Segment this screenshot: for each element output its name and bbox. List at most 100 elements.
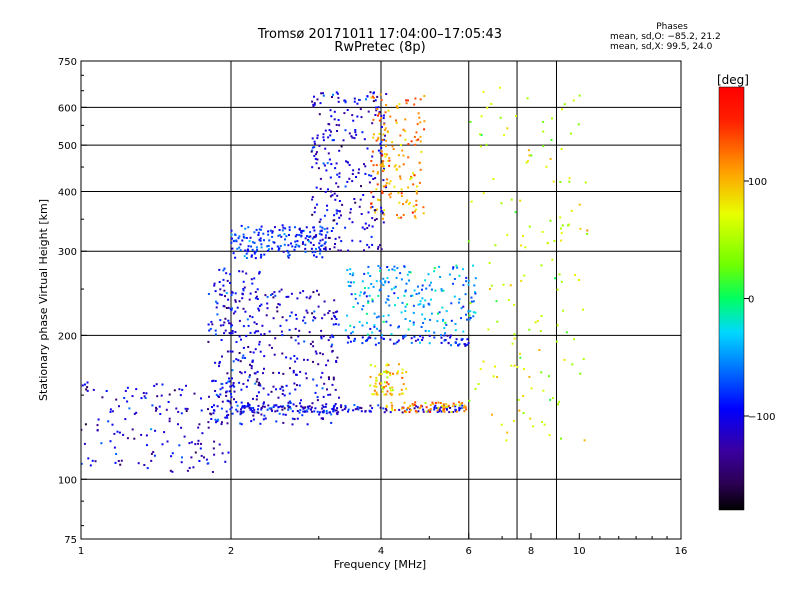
data-point xyxy=(540,371,543,374)
data-point xyxy=(263,239,265,242)
data-point xyxy=(372,164,375,167)
data-point xyxy=(222,269,225,272)
data-point xyxy=(392,148,395,151)
data-point xyxy=(87,457,90,460)
data-point xyxy=(242,280,245,283)
data-point xyxy=(461,402,464,404)
data-point xyxy=(280,330,283,333)
data-point xyxy=(205,458,208,461)
data-point xyxy=(570,209,573,212)
data-point xyxy=(244,371,247,374)
data-point xyxy=(332,376,335,379)
data-point xyxy=(313,235,316,238)
data-point xyxy=(186,469,189,472)
data-point xyxy=(246,250,249,253)
data-point xyxy=(333,405,335,408)
data-point xyxy=(490,284,493,287)
data-point xyxy=(274,410,277,413)
data-point xyxy=(518,409,521,412)
data-point xyxy=(235,401,238,404)
data-point xyxy=(442,410,445,413)
data-point xyxy=(224,295,226,298)
data-point xyxy=(374,211,377,214)
data-point xyxy=(96,424,99,427)
data-point xyxy=(346,109,349,111)
data-point xyxy=(214,329,217,332)
data-point xyxy=(579,227,582,230)
data-point xyxy=(346,341,349,344)
data-point xyxy=(236,410,239,413)
data-point xyxy=(311,213,314,216)
data-point xyxy=(165,408,168,411)
data-point xyxy=(290,311,293,314)
data-point xyxy=(319,352,322,355)
data-point xyxy=(513,303,516,306)
data-point xyxy=(322,411,325,414)
data-point xyxy=(472,264,474,267)
data-point xyxy=(414,401,417,404)
data-point xyxy=(500,423,503,426)
data-point xyxy=(267,230,270,233)
data-point xyxy=(330,345,333,348)
data-point xyxy=(287,295,290,298)
data-point xyxy=(376,108,379,110)
data-point xyxy=(330,317,333,320)
data-point xyxy=(244,249,247,252)
data-point xyxy=(405,99,408,102)
data-point xyxy=(302,290,305,293)
data-point xyxy=(315,234,318,237)
data-point xyxy=(427,330,430,333)
data-point xyxy=(297,342,300,345)
data-point xyxy=(323,228,326,231)
data-point xyxy=(305,409,308,412)
data-point xyxy=(320,244,323,247)
data-point xyxy=(398,165,401,168)
data-point xyxy=(452,267,454,270)
data-point xyxy=(347,408,350,411)
data-point xyxy=(230,395,233,398)
data-point xyxy=(329,195,332,198)
data-point xyxy=(482,192,485,195)
data-point xyxy=(338,175,341,178)
data-point xyxy=(340,404,343,407)
data-point xyxy=(391,404,394,407)
data-point xyxy=(396,372,399,375)
data-point xyxy=(385,364,388,367)
data-point xyxy=(238,335,241,338)
data-point xyxy=(111,410,114,413)
data-point xyxy=(393,265,396,268)
data-point xyxy=(181,388,184,391)
data-point xyxy=(361,226,364,229)
data-point xyxy=(161,443,164,446)
data-point xyxy=(311,402,314,405)
data-point xyxy=(469,310,472,313)
data-point xyxy=(309,241,312,244)
data-point xyxy=(252,418,255,421)
data-point xyxy=(277,406,280,409)
data-point xyxy=(474,291,476,293)
colorbar xyxy=(718,86,745,511)
data-point xyxy=(211,380,214,383)
data-point xyxy=(296,417,299,420)
data-point xyxy=(344,226,347,229)
data-point xyxy=(377,294,380,297)
data-point xyxy=(276,310,279,313)
data-point xyxy=(213,282,216,285)
data-point xyxy=(178,388,181,391)
data-point xyxy=(578,203,581,206)
data-point xyxy=(366,339,369,342)
data-point xyxy=(232,240,235,243)
data-point xyxy=(257,384,260,387)
data-point xyxy=(393,409,396,412)
data-point xyxy=(222,278,225,281)
data-point xyxy=(410,337,413,340)
data-point xyxy=(467,342,470,344)
data-point xyxy=(238,319,241,322)
data-point xyxy=(385,404,388,407)
data-point xyxy=(308,235,311,238)
data-point xyxy=(374,99,377,102)
data-point xyxy=(293,355,296,357)
data-point xyxy=(353,100,356,103)
data-point xyxy=(344,129,347,132)
data-point xyxy=(229,332,232,335)
